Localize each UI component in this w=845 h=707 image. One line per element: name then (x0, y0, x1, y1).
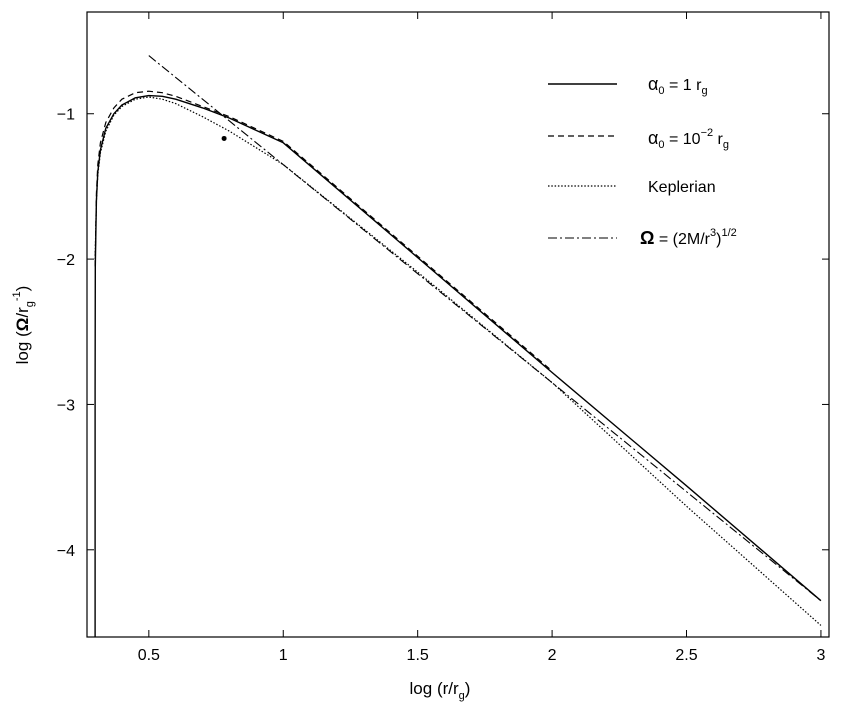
plot-frame (86, 11, 830, 638)
y-tick-label: −1 (57, 107, 75, 124)
y-tick-label: −4 (57, 543, 75, 560)
x-tick-label: 2 (548, 647, 557, 664)
legend (548, 83, 617, 239)
y-axis-title: log (Ω/rg-1) (11, 286, 36, 365)
legend-label-dotted: Keplerian (648, 179, 716, 196)
x-tick-label: 0.5 (138, 647, 160, 664)
legend-label-dashdot: Ω = (2M/r3)1/2 (640, 227, 737, 248)
series-dashed-line (94, 90, 553, 372)
y-tick-label: −2 (57, 252, 75, 269)
series-dotted-line (94, 96, 822, 626)
data-point-marker (221, 135, 227, 141)
x-tick-label: 1.5 (407, 647, 429, 664)
series-solid-line (94, 94, 822, 637)
x-tick-label: 1 (279, 647, 288, 664)
x-axis-title: log (r/rg) (410, 679, 471, 702)
series-dashdot-line (148, 55, 822, 602)
x-tick-label: 3 (816, 647, 825, 664)
x-tick-label: 2.5 (675, 647, 697, 664)
y-tick-label: −3 (57, 397, 75, 414)
tick-group: 0.5 1 1.5 2 2.5 3 −1 −2 −3 −4 (57, 12, 829, 664)
legend-label-dashed: α0 = 10−2 rg (648, 127, 729, 151)
legend-label-solid: α0 = 1 rg (648, 74, 708, 97)
series-group (94, 55, 822, 637)
